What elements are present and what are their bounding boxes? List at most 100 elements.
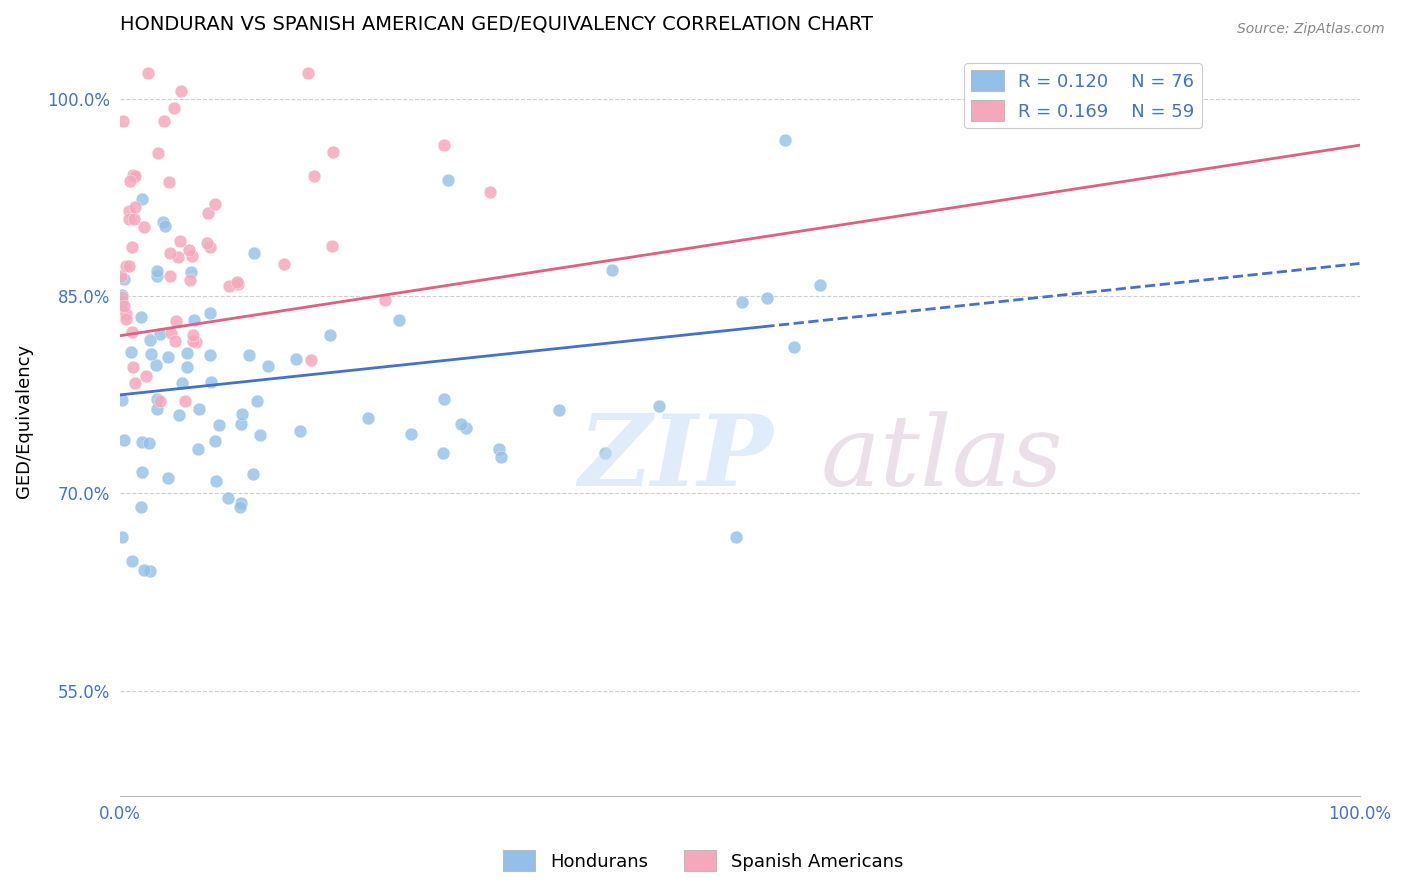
Point [111,393,134,408]
Point [157,350,180,364]
Point [169,234,191,248]
Point [433,137,456,152]
Point [218,279,240,293]
Point [121,325,143,339]
Point [124,376,146,391]
Point [183,313,205,327]
Point [302,169,325,183]
Point [167,250,190,264]
Point [299,352,322,367]
Point [111,304,134,318]
Point [118,211,141,226]
Point [297,66,319,80]
Point [176,359,198,374]
Point [157,471,180,485]
Legend: Hondurans, Spanish Americans: Hondurans, Spanish Americans [495,843,911,879]
Point [273,257,295,271]
Point [124,169,146,183]
Point [242,467,264,482]
Point [170,84,193,98]
Point [322,145,344,159]
Point [111,530,134,544]
Point [548,402,571,417]
Point [124,211,146,226]
Point [136,66,159,80]
Point [257,359,280,373]
Point [111,288,134,302]
Point [176,346,198,360]
Point [146,264,169,278]
Point [187,401,209,416]
Point [246,394,269,409]
Point [243,246,266,260]
Point [131,434,153,449]
Point [217,491,239,506]
Point [146,402,169,417]
Point [319,328,342,343]
Point [163,334,186,349]
Text: HONDURAN VS SPANISH AMERICAN GED/EQUIVALENCY CORRELATION CHART: HONDURAN VS SPANISH AMERICAN GED/EQUIVAL… [120,15,873,34]
Point [180,249,202,263]
Point [179,273,201,287]
Point [198,240,221,254]
Point [204,474,226,488]
Point [118,204,141,219]
Point [129,310,152,324]
Point [124,200,146,214]
Point [139,565,162,579]
Text: ZIP: ZIP [578,410,773,507]
Point [129,500,152,515]
Point [204,434,226,448]
Point [204,197,226,211]
Point [135,368,157,383]
Point [756,292,779,306]
Point [249,427,271,442]
Point [159,246,181,260]
Point [138,435,160,450]
Point [131,465,153,479]
Point [163,101,186,115]
Point [170,376,193,390]
Point [177,244,200,258]
Point [148,394,170,409]
Point [226,277,249,292]
Point [208,418,231,433]
Point [110,293,132,308]
Point [782,340,804,354]
Point [238,348,260,362]
Point [399,427,422,442]
Point [229,496,252,510]
Text: atlas: atlas [820,411,1063,507]
Point [195,236,218,251]
Point [388,313,411,327]
Point [187,442,209,457]
Point [724,530,747,544]
Point [173,394,195,409]
Point [456,421,478,435]
Point [165,314,187,328]
Point [111,290,134,304]
Point [121,345,143,359]
Point [112,299,135,313]
Point [488,442,510,456]
Point [157,175,180,189]
Point [149,327,172,342]
Point [141,347,163,361]
Point [648,399,671,413]
Point [145,392,167,406]
Point [197,206,219,220]
Point [145,358,167,372]
Point [132,220,155,235]
Point [450,417,472,432]
Point [122,169,145,183]
Point [112,433,135,447]
Point [226,275,249,289]
Point [288,424,311,438]
Point [200,375,222,389]
Point [374,293,396,307]
Point [131,192,153,206]
Point [433,392,456,406]
Point [198,306,221,320]
Y-axis label: GED/Equivalency: GED/Equivalency [15,344,32,499]
Point [180,265,202,279]
